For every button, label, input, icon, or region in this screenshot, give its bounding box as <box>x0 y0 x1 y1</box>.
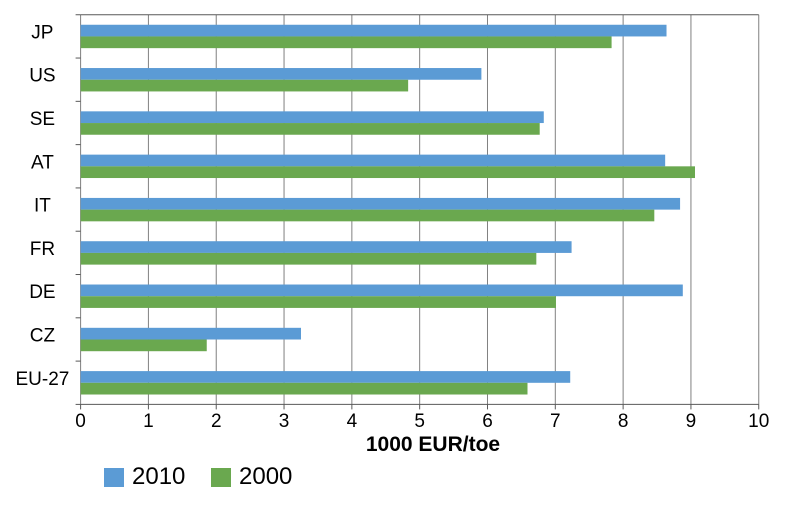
svg-text:4: 4 <box>347 411 358 432</box>
svg-text:2: 2 <box>211 411 222 432</box>
svg-text:0: 0 <box>75 411 86 432</box>
svg-text:8: 8 <box>618 411 629 432</box>
svg-text:EU-27: EU-27 <box>15 369 69 390</box>
svg-text:3: 3 <box>279 411 290 432</box>
svg-text:US: US <box>29 66 55 87</box>
svg-text:FR: FR <box>30 239 55 260</box>
svg-text:10: 10 <box>748 411 769 432</box>
svg-text:5: 5 <box>414 411 425 432</box>
svg-text:1: 1 <box>143 411 154 432</box>
svg-text:DE: DE <box>29 282 55 303</box>
svg-text:7: 7 <box>550 411 561 432</box>
svg-text:6: 6 <box>482 411 493 432</box>
svg-text:CZ: CZ <box>30 325 56 346</box>
svg-text:9: 9 <box>686 411 697 432</box>
svg-text:SE: SE <box>30 109 55 130</box>
svg-text:AT: AT <box>31 152 54 173</box>
svg-text:IT: IT <box>34 196 51 217</box>
